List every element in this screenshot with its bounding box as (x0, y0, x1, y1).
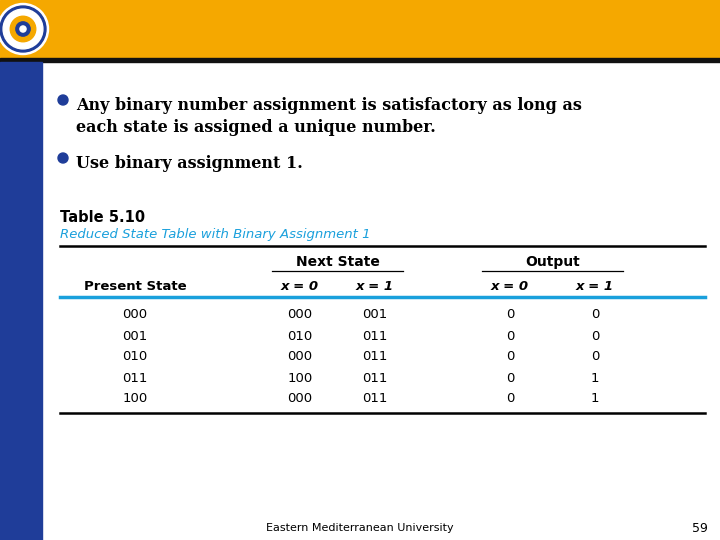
Text: Reduced State Table with Binary Assignment 1: Reduced State Table with Binary Assignme… (60, 228, 371, 241)
Text: 011: 011 (362, 350, 387, 363)
Text: x = 1: x = 1 (356, 280, 394, 293)
Circle shape (20, 26, 26, 32)
Circle shape (58, 95, 68, 105)
Text: 0: 0 (506, 329, 514, 342)
Text: x = 0: x = 0 (491, 280, 529, 293)
Text: x = 1: x = 1 (576, 280, 614, 293)
Text: 1: 1 (590, 393, 599, 406)
Text: 001: 001 (122, 329, 148, 342)
Text: 000: 000 (287, 393, 312, 406)
Circle shape (0, 6, 46, 52)
Text: 011: 011 (362, 329, 387, 342)
Text: 0: 0 (591, 308, 599, 321)
Text: 0: 0 (591, 329, 599, 342)
Text: 1: 1 (590, 372, 599, 384)
Text: Any binary number assignment is satisfactory as long as: Any binary number assignment is satisfac… (76, 97, 582, 114)
Text: 0: 0 (506, 372, 514, 384)
Bar (0, 0, 720, 58)
Text: Next State: Next State (296, 255, 379, 269)
Text: each state is assigned a unique number.: each state is assigned a unique number. (76, 119, 436, 136)
Bar (0, 58, 720, 62)
Circle shape (0, 3, 48, 55)
Circle shape (58, 153, 68, 163)
Text: 001: 001 (362, 308, 387, 321)
Text: 000: 000 (287, 308, 312, 321)
Bar (0, 62, 42, 540)
Text: 010: 010 (287, 329, 312, 342)
Text: Output: Output (525, 255, 580, 269)
Text: 011: 011 (362, 393, 387, 406)
Text: Eastern Mediterranean University: Eastern Mediterranean University (266, 523, 454, 533)
Circle shape (10, 16, 36, 42)
Text: Present State: Present State (84, 280, 186, 293)
Text: 010: 010 (122, 350, 148, 363)
Text: 000: 000 (287, 350, 312, 363)
Text: 100: 100 (122, 393, 148, 406)
Text: 59: 59 (692, 522, 708, 535)
Text: 0: 0 (506, 393, 514, 406)
Text: 100: 100 (287, 372, 312, 384)
Text: Table 5.10: Table 5.10 (60, 210, 145, 225)
Circle shape (16, 22, 30, 36)
Text: 0: 0 (506, 350, 514, 363)
Text: 0: 0 (591, 350, 599, 363)
Text: x = 0: x = 0 (281, 280, 319, 293)
Text: 000: 000 (122, 308, 148, 321)
Text: 0: 0 (506, 308, 514, 321)
Text: 011: 011 (362, 372, 387, 384)
Text: 011: 011 (122, 372, 148, 384)
Text: Use binary assignment 1.: Use binary assignment 1. (76, 155, 302, 172)
Circle shape (3, 9, 43, 49)
